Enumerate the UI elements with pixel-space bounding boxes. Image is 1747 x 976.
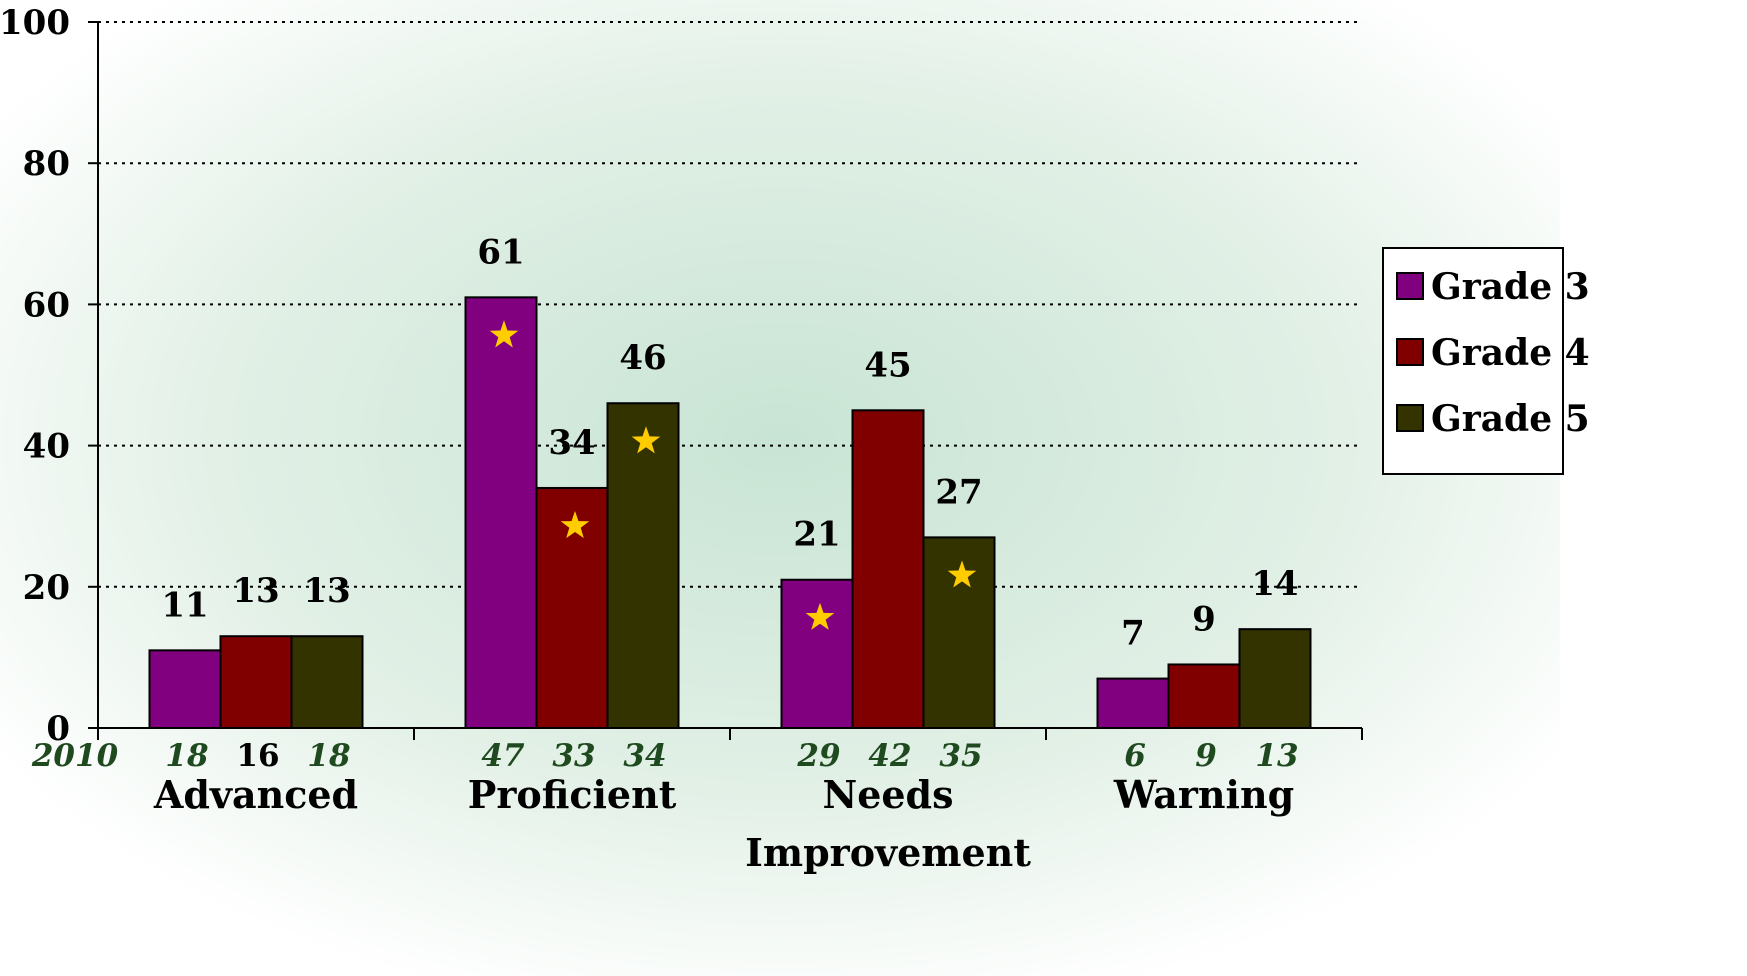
legend: Grade 3 Grade 4 Grade 5 [1382, 247, 1590, 475]
prior-year-value: 18 [165, 738, 208, 774]
labels: 11 61 21 7 13 34 45 9 13 46 27 14 2010 18 16 18 47 33 34 29… [31, 232, 1299, 875]
legend-label: Grade 4 [1431, 332, 1590, 374]
prior-year-value: 18 [307, 738, 350, 774]
star-icon [947, 560, 977, 588]
data-label: 27 [935, 472, 982, 512]
legend-label: Grade 5 [1431, 398, 1590, 440]
data-label: 45 [864, 345, 911, 385]
star-icon [560, 511, 590, 539]
prior-year-value: 16 [236, 738, 279, 774]
bar [290, 635, 364, 729]
prior-year-label: 2010 [31, 738, 119, 774]
data-label: 46 [619, 338, 666, 378]
y-tick-label: 40 [23, 427, 70, 467]
legend-swatch [1396, 404, 1424, 432]
star-icon [631, 426, 661, 454]
data-label: 34 [548, 423, 595, 463]
prior-year-value: 42 [868, 738, 911, 774]
bar [148, 649, 222, 730]
gridlines [98, 21, 1362, 588]
bar [464, 296, 538, 729]
data-label: 61 [477, 232, 524, 272]
legend-swatch [1396, 272, 1424, 300]
bar [219, 635, 293, 729]
prior-year-value: 34 [623, 738, 666, 774]
category-label: Warning [1113, 772, 1294, 817]
y-tick-label: 80 [23, 144, 70, 184]
data-label: 13 [232, 571, 279, 611]
star-icon [489, 320, 519, 348]
bar [1096, 677, 1170, 730]
bar [922, 536, 996, 729]
data-label: 14 [1251, 564, 1298, 604]
prior-year-value: 47 [481, 738, 525, 774]
data-label: 9 [1192, 599, 1216, 639]
axes: 0 20 40 60 80 100 [0, 3, 1363, 749]
bar [1238, 628, 1312, 729]
y-tick-label: 100 [0, 3, 70, 43]
y-tick-label: 0 [46, 709, 70, 749]
data-label: 11 [161, 585, 208, 625]
y-tick-label: 20 [23, 568, 70, 608]
prior-year-value: 35 [939, 738, 982, 774]
bar [780, 578, 854, 729]
category-label: Proficient [468, 772, 677, 817]
legend-label: Grade 3 [1431, 266, 1590, 308]
prior-year-value: 29 [796, 738, 840, 774]
bars [148, 296, 1312, 730]
data-label: 13 [303, 571, 350, 611]
bar [606, 402, 680, 729]
y-tick-label: 60 [23, 285, 70, 325]
category-label: Advanced [153, 772, 358, 817]
prior-year-value: 9 [1195, 738, 1217, 774]
category-label: Needs [822, 772, 953, 817]
bar [1167, 663, 1241, 730]
bar [851, 409, 925, 729]
category-label-line2: Improvement [745, 830, 1031, 875]
star-icon [805, 602, 835, 630]
prior-year-value: 13 [1255, 738, 1298, 774]
prior-year-value: 6 [1124, 738, 1146, 774]
prior-year-value: 33 [552, 738, 595, 774]
legend-swatch [1396, 338, 1424, 366]
data-label: 7 [1121, 614, 1145, 654]
data-label: 21 [793, 515, 840, 555]
